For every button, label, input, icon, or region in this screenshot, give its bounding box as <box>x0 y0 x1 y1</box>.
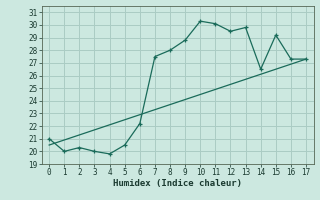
X-axis label: Humidex (Indice chaleur): Humidex (Indice chaleur) <box>113 179 242 188</box>
